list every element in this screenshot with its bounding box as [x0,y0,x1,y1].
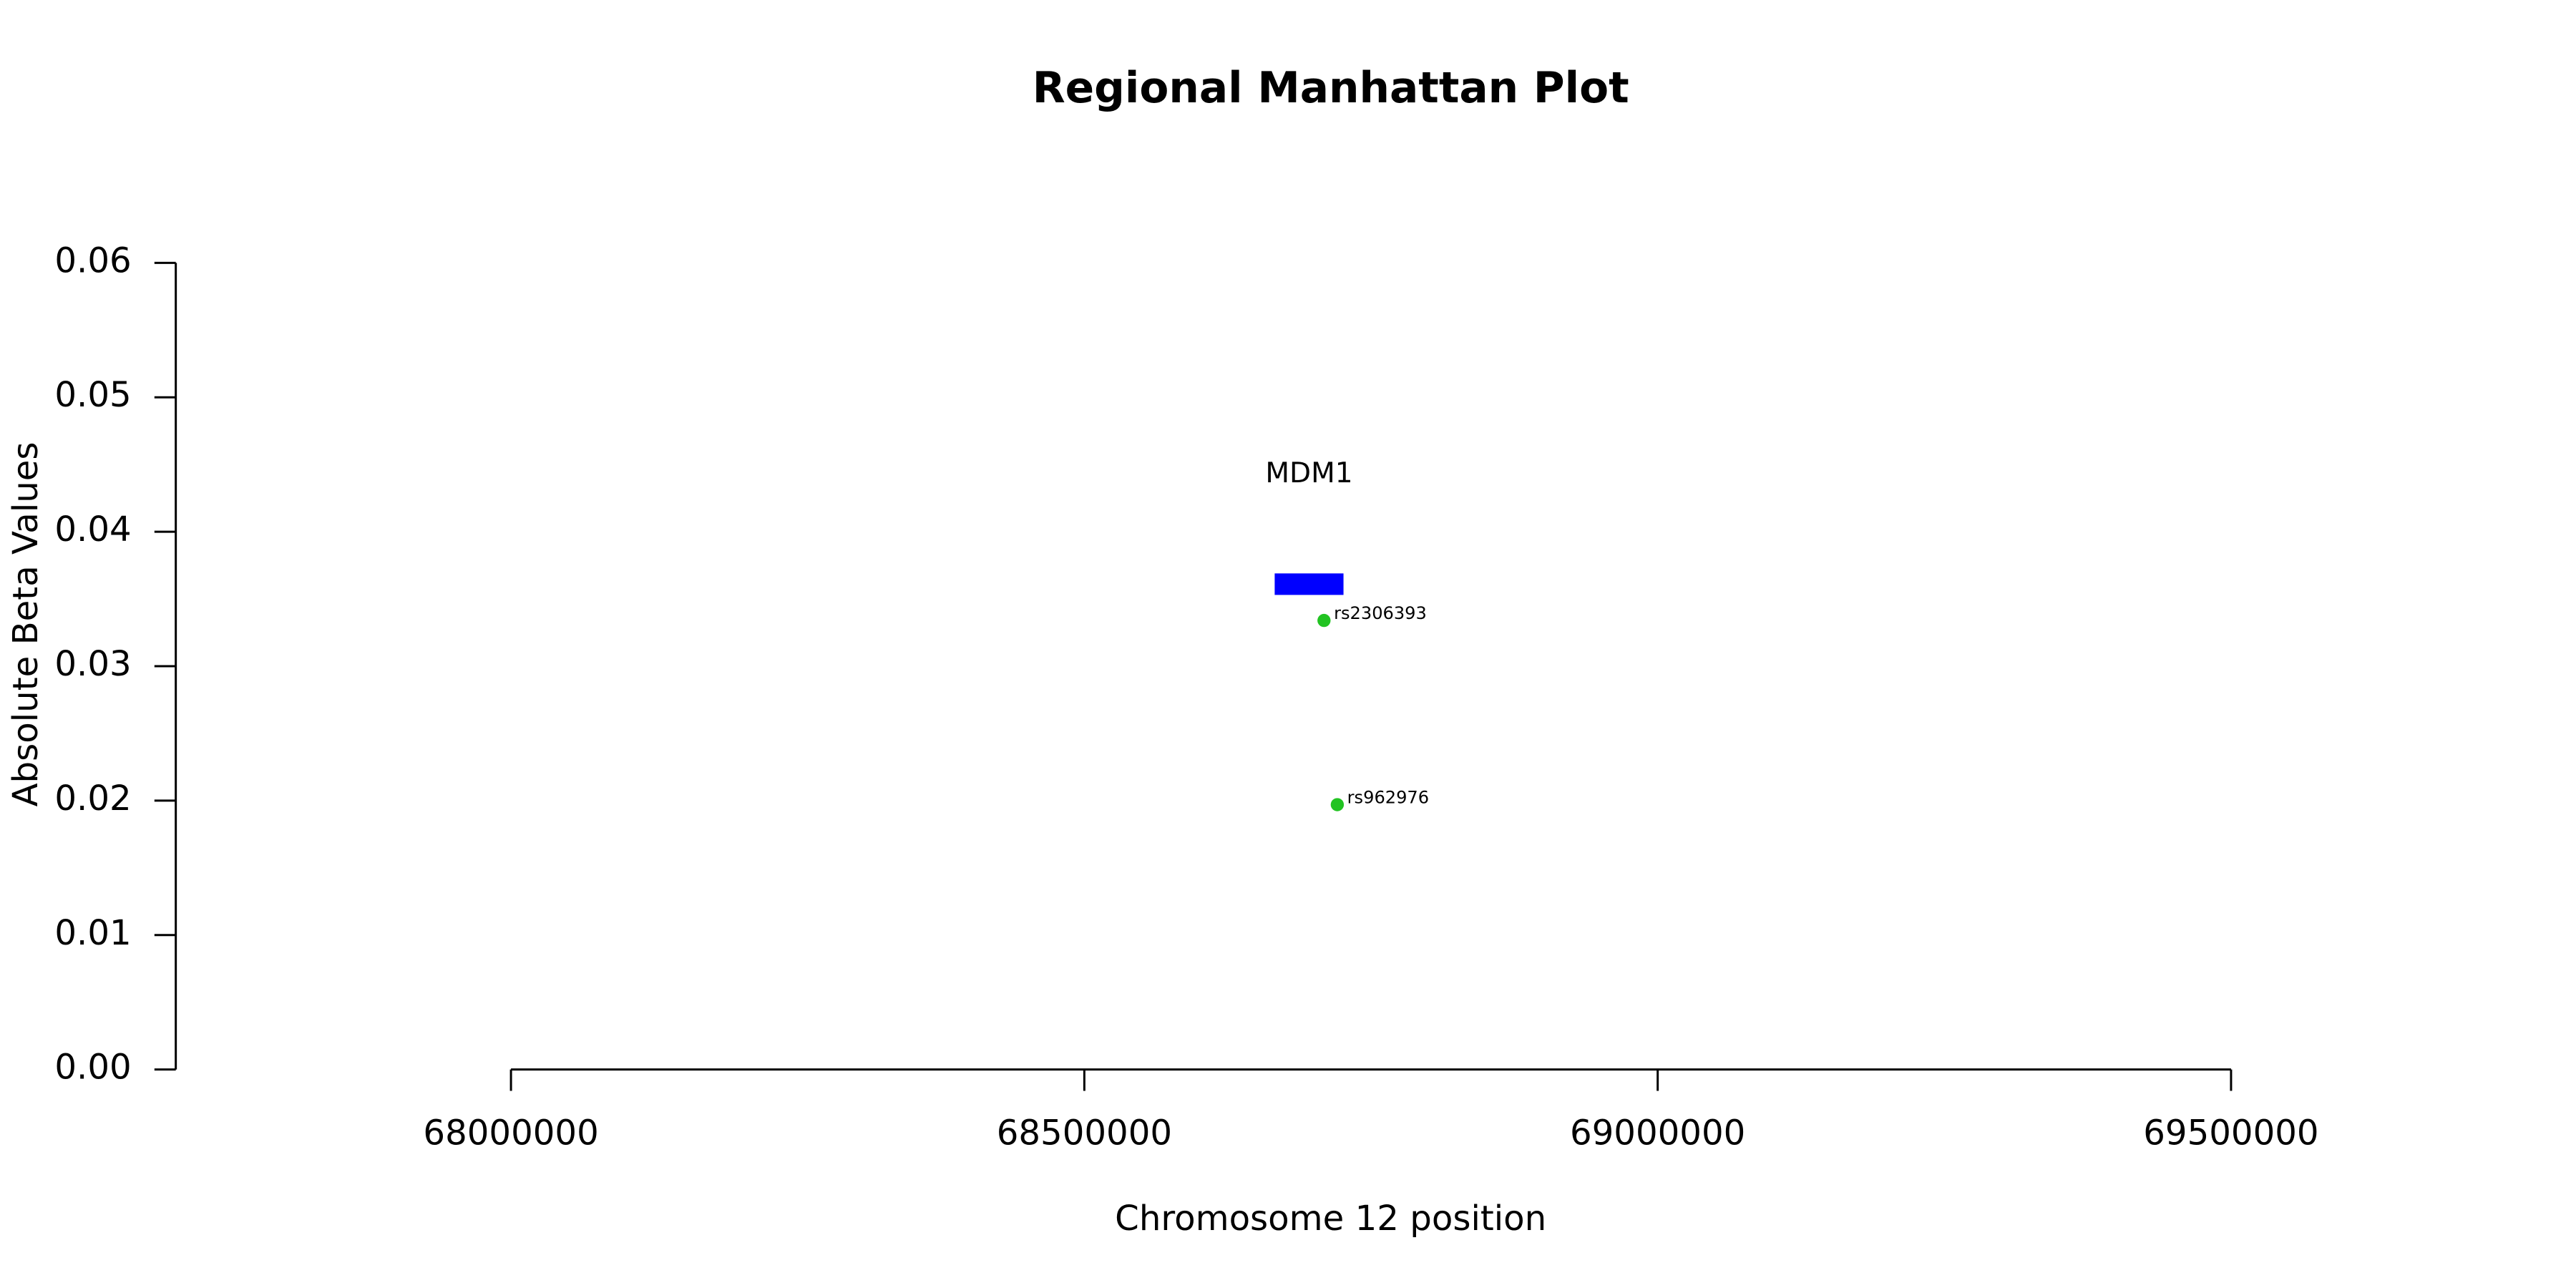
y-tick-label: 0.01 [54,913,131,953]
x-axis-label: Chromosome 12 position [1115,1199,1546,1239]
snp-label: rs2306393 [1334,603,1427,623]
gene-label: MDM1 [1265,457,1352,489]
x-tick-label: 68500000 [997,1113,1172,1153]
snp-point [1330,798,1345,811]
y-tick-label: 0.05 [54,375,131,415]
gene-block [1274,573,1344,595]
y-tick-label: 0.03 [54,644,131,684]
y-axis-label: Absolute Beta Values [6,441,46,806]
y-tick-label: 0.06 [54,240,131,280]
x-tick-label: 69500000 [2143,1113,2318,1153]
x-tick-label: 68000000 [423,1113,598,1153]
y-tick-label: 0.04 [54,509,131,550]
y-tick-label: 0.02 [54,779,131,819]
snp-label: rs962976 [1347,787,1429,807]
snp-point [1317,613,1331,628]
chart-title: Regional Manhattan Plot [1033,64,1629,113]
x-tick-label: 69000000 [1570,1113,1745,1153]
y-tick-label: 0.00 [54,1048,131,1088]
